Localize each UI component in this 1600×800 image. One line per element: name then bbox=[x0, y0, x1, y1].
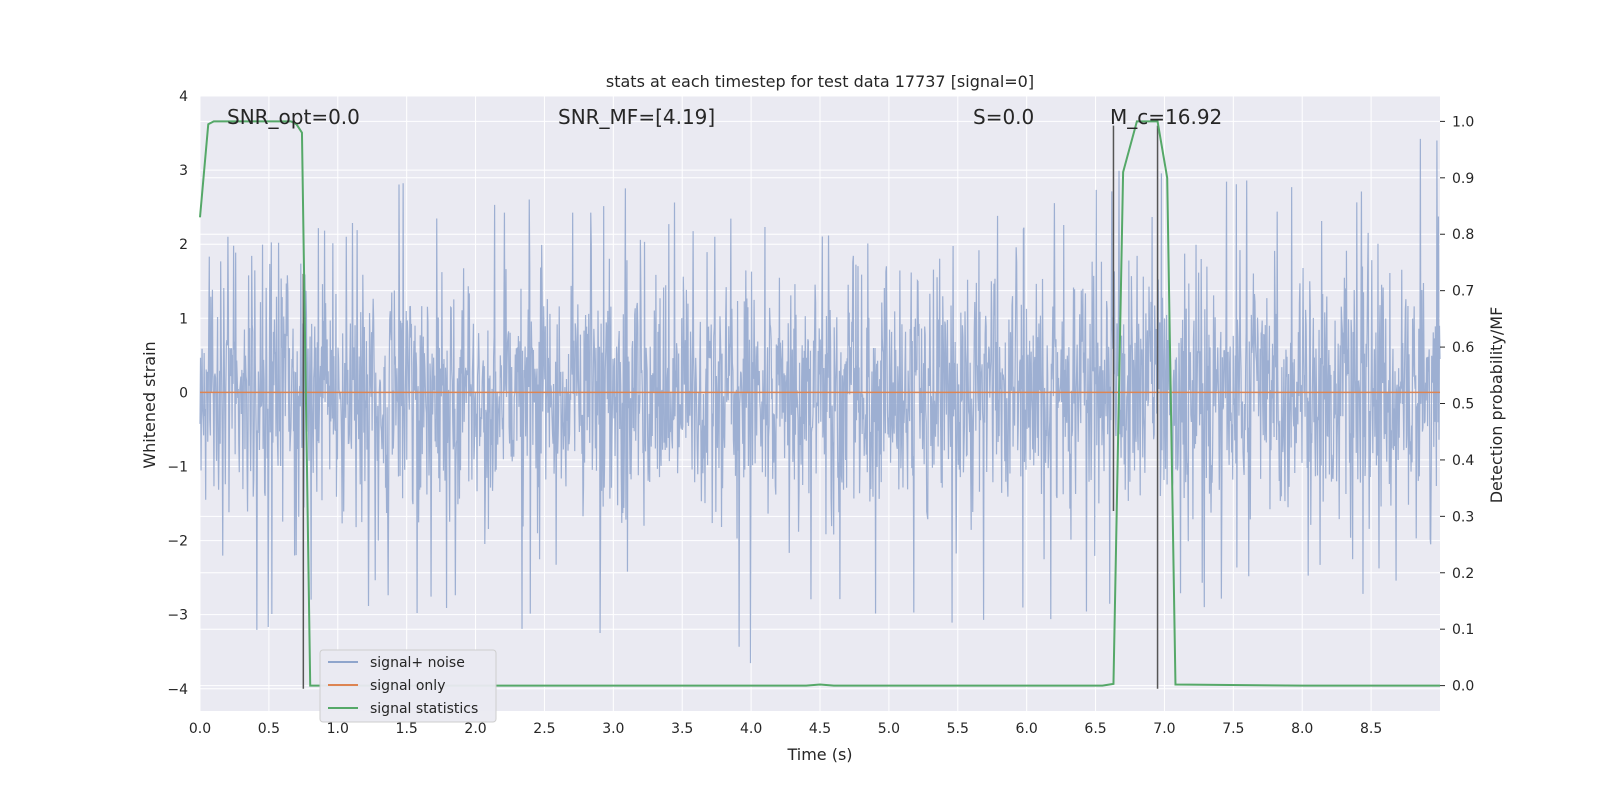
x-axis-label: Time (s) bbox=[786, 745, 852, 764]
y-tick-label: 3 bbox=[179, 163, 188, 179]
y2-tick-label: 0.3 bbox=[1452, 509, 1474, 525]
y2-axis-label: Detection probability/MF bbox=[1487, 307, 1506, 504]
x-axis-ticks: 0.0 0.5 1.0 1.5 2.0 2.5 3.0 3.5 4.0 4.5 5.0 5.5 6.0 6… bbox=[189, 721, 1382, 737]
x-tick-label: 1.5 bbox=[396, 721, 418, 737]
y2-tick-label: 1.0 bbox=[1452, 114, 1474, 130]
chart-title: stats at each timestep for test data 177… bbox=[606, 72, 1034, 91]
legend-box bbox=[319, 649, 497, 723]
x-tick-label: 2.5 bbox=[533, 721, 555, 737]
signal-statistics-series bbox=[199, 120, 1440, 687]
y-axis-ticks: −4 −3 −2 −1 0 1 2 3 4 bbox=[167, 89, 188, 698]
x-tick-label: 7.0 bbox=[1153, 721, 1175, 737]
x-tick-label: 8.5 bbox=[1360, 721, 1382, 737]
annotation-mc: M_c=16.92 bbox=[1110, 105, 1222, 129]
annotation-snr-opt: SNR_opt=0.0 bbox=[227, 105, 360, 129]
y-tick-label: −2 bbox=[167, 534, 188, 550]
y-tick-label: 4 bbox=[179, 89, 188, 105]
y-tick-label: −3 bbox=[167, 608, 188, 624]
x-tick-label: 0.0 bbox=[189, 721, 211, 737]
signal-noise-series bbox=[199, 138, 1441, 664]
vertical-markers bbox=[302, 125, 1159, 689]
annotation-snr-mf: SNR_MF=[4.19] bbox=[558, 105, 715, 129]
y2-tick-label: 0.0 bbox=[1452, 679, 1474, 695]
x-tick-label: 5.0 bbox=[878, 721, 900, 737]
y2-axis-ticks: 0.0 0.1 0.2 0.3 0.4 0.5 0.6 0.7 0.8 0.9 1.0 bbox=[1440, 114, 1474, 695]
y2-tick-label: 0.9 bbox=[1452, 171, 1474, 187]
legend: signal+ noise signal only signal statist… bbox=[319, 649, 497, 723]
x-tick-label: 3.0 bbox=[602, 721, 624, 737]
y2-tick-label: 0.1 bbox=[1452, 622, 1474, 638]
y2-tick-label: 0.2 bbox=[1452, 566, 1474, 582]
y2-tick-label: 0.5 bbox=[1452, 397, 1474, 413]
x-tick-label: 5.5 bbox=[947, 721, 969, 737]
y-tick-label: −1 bbox=[167, 459, 188, 475]
y-tick-label: 2 bbox=[179, 237, 188, 253]
x-tick-label: 6.0 bbox=[1016, 721, 1038, 737]
y2-tick-label: 0.6 bbox=[1452, 340, 1474, 356]
legend-label-signal-statistics: signal statistics bbox=[370, 701, 478, 717]
x-tick-label: 7.5 bbox=[1222, 721, 1244, 737]
y2-tick-label: 0.7 bbox=[1452, 284, 1474, 300]
annotation-s: S=0.0 bbox=[973, 105, 1034, 129]
y-axis-label: Whitened strain bbox=[140, 341, 159, 468]
y2-tick-label: 0.4 bbox=[1452, 453, 1474, 469]
legend-label-signal-only: signal only bbox=[370, 678, 445, 694]
x-tick-label: 1.0 bbox=[327, 721, 349, 737]
x-tick-label: 4.5 bbox=[809, 721, 831, 737]
y-tick-label: 0 bbox=[179, 385, 188, 401]
y-tick-label: −4 bbox=[167, 682, 188, 698]
y-tick-label: 1 bbox=[179, 311, 188, 327]
series-line-signal-statistics bbox=[199, 120, 1440, 687]
y2-tick-label: 0.8 bbox=[1452, 227, 1474, 243]
annotations: SNR_opt=0.0 SNR_MF=[4.19] S=0.0 M_c=16.9… bbox=[227, 105, 1222, 129]
legend-label-signal-noise: signal+ noise bbox=[370, 655, 465, 671]
x-tick-label: 0.5 bbox=[258, 721, 280, 737]
series-line-signal-noise bbox=[199, 138, 1441, 664]
x-tick-label: 2.0 bbox=[464, 721, 486, 737]
x-tick-label: 6.5 bbox=[1084, 721, 1106, 737]
x-tick-label: 3.5 bbox=[671, 721, 693, 737]
x-tick-label: 8.0 bbox=[1291, 721, 1313, 737]
x-tick-label: 4.0 bbox=[740, 721, 762, 737]
